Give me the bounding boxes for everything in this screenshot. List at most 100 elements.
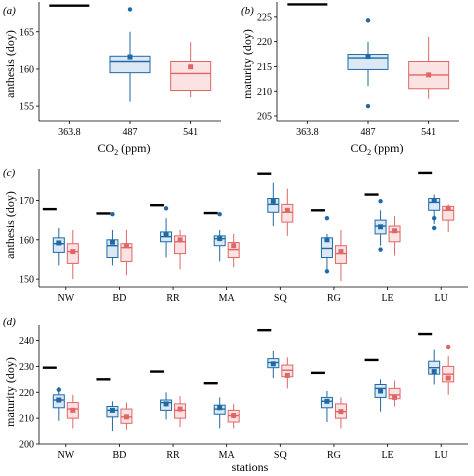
panel-c-LE-blue-mean-marker — [378, 224, 384, 230]
panel-a-x-tick-label: 363.8 — [58, 127, 81, 138]
panel-d-SQ-red-mean-marker — [284, 372, 290, 378]
panel-d-MA-red-mean-marker — [231, 413, 237, 419]
panel-c-MA-blue-outlier — [217, 212, 222, 217]
panel-c-x-tick-label: SQ — [274, 293, 288, 304]
panel-b: (b) maturity (doy) CO2 (ppm) 205 210 215 22… — [240, 2, 459, 157]
panel-c-RG-red-mean-marker — [338, 249, 344, 255]
panel-c-x-tick-label: RG — [327, 293, 341, 304]
panel-b-x-tick-label: 487 — [361, 127, 376, 138]
panel-b-y-tick-label: 210 — [257, 87, 272, 98]
panel-c-RR-blue-mean-marker — [163, 232, 169, 238]
panel-c-RR-red-mean-marker — [177, 237, 183, 243]
panel-c-y-tick-label: 150 — [19, 275, 34, 286]
panel-d-x-tick-label: NW — [57, 450, 74, 461]
panel-c-BD-blue-outlier — [110, 212, 115, 217]
panel-b-y-tick-label: 220 — [257, 37, 272, 48]
panel-b-x-tick-label: 363.8 — [296, 127, 319, 138]
panel-a-y-tick-label: 155 — [19, 102, 34, 113]
panel-d-NW-red-mean-marker — [70, 407, 76, 413]
panel-a-plot: 155 160 165 363.8 487 541 — [19, 2, 221, 138]
panel-a-xlabel: CO2 (ppm) — [98, 141, 151, 157]
panel-b-blue-mean-marker — [365, 54, 371, 60]
panel-a-red-mean-marker — [188, 64, 194, 70]
panel-c-NW-red-mean-marker — [70, 249, 76, 255]
panel-c-LU-blue-outlier — [431, 215, 437, 221]
panel-c-LE-red-mean-marker — [392, 228, 398, 234]
panel-a: (a) anthesis (doy) CO2 (ppm) 155 160 165 36… — [3, 2, 221, 157]
panel-b-y-tick-label: 215 — [257, 62, 272, 73]
panel-c-MA-red-mean-marker — [231, 243, 237, 249]
panel-d-LE-blue-mean-marker — [378, 388, 384, 394]
panel-d-x-tick-label: SQ — [274, 450, 288, 461]
panel-c: (c) anthesis (doy) 150 160 170 NW BD RR MA SQ RG… — [3, 167, 468, 304]
panel-a-y-tick-label: 165 — [19, 27, 34, 38]
panel-a-ylabel: anthesis (doy) — [3, 30, 17, 98]
panel-c-SQ-blue-mean-marker — [270, 198, 276, 204]
panel-b-blue-outlier — [365, 18, 371, 23]
panel-d-ylabel: maturity (doy) — [3, 357, 17, 427]
panel-b-label: (b) — [241, 5, 254, 17]
panel-c-y-tick-label: 170 — [19, 196, 34, 207]
panel-c-ylabel: anthesis (doy) — [3, 191, 17, 259]
panel-d-RG-red-mean-marker — [338, 409, 344, 415]
panel-d-SQ-blue-mean-marker — [270, 361, 276, 367]
panel-d-x-tick-label: BD — [112, 450, 126, 461]
panel-d-x-tick-label: LU — [435, 450, 449, 461]
panel-b-y-tick-label: 205 — [257, 112, 272, 123]
panel-c-RG-red-box — [334, 245, 347, 264]
panel-d-y-tick-label: 210 — [19, 414, 34, 425]
panel-d-x-tick-label: RG — [327, 450, 341, 461]
panel-d-RR-blue-mean-marker — [163, 401, 169, 407]
panel-c-RG-blue-outlier — [324, 215, 330, 221]
panel-d-plot: 200 210 220 230 240 NW BD RR MA SQ RG LE LU — [19, 325, 468, 461]
panel-d-y-tick-label: 220 — [19, 388, 34, 399]
panel-c-x-tick-label: NW — [57, 293, 74, 304]
panel-b-x-tick-label: 541 — [421, 127, 436, 138]
panel-c-y-tick-label: 160 — [19, 235, 34, 246]
panel-d: (d) maturity (doy) stations 200 210 220 230… — [3, 316, 468, 474]
panel-d-y-tick-label: 200 — [19, 440, 34, 451]
panel-c-LE-blue-outlier — [378, 247, 383, 252]
panel-c-NW-blue-mean-marker — [56, 240, 62, 246]
panel-d-x-tick-label: LE — [381, 450, 393, 461]
panel-c-MA-blue-mean-marker — [217, 236, 223, 242]
panel-d-RG-blue-mean-marker — [324, 398, 330, 404]
panel-c-RG-blue-mean-marker — [324, 237, 330, 243]
panel-c-LU-red-mean-marker — [445, 205, 451, 211]
panel-d-LU-blue-mean-marker — [431, 369, 437, 375]
panel-d-x-tick-label: MA — [219, 450, 236, 461]
panel-c-LE-red-box — [388, 225, 401, 243]
panel-b-plot: 205 210 215 220 225 363.8 487 541 — [257, 2, 459, 138]
panel-a-y-tick-label: 160 — [19, 64, 34, 75]
panel-c-SQ-blue-box — [267, 198, 280, 213]
panel-a-x-tick-label: 487 — [123, 127, 138, 138]
panel-d-y-tick-label: 240 — [19, 336, 34, 347]
panel-d-x-tick-label: RR — [166, 450, 180, 461]
panel-a-x-tick-label: 541 — [183, 127, 198, 138]
panel-c-LE-blue-outlier — [378, 199, 383, 204]
panel-c-BD-blue-mean-marker — [109, 239, 115, 245]
panel-b-ylabel: maturity (doy) — [240, 29, 254, 99]
panel-d-y-tick-label: 230 — [19, 362, 34, 373]
panel-d-label: (d) — [3, 316, 16, 328]
panel-c-x-tick-label: RR — [166, 293, 180, 304]
panel-c-RR-red-box — [174, 235, 187, 255]
panel-c-SQ-red-mean-marker — [284, 207, 290, 213]
panel-b-blue-outlier — [365, 103, 371, 109]
panel-c-BD-red-mean-marker — [123, 243, 129, 249]
panel-d-RR-red-mean-marker — [177, 406, 183, 412]
panel-d-LE-red-mean-marker — [392, 394, 398, 400]
panel-d-xlabel: stations — [232, 460, 269, 474]
panel-b-red-mean-marker — [426, 72, 432, 78]
panel-d-BD-blue-mean-marker — [109, 407, 115, 413]
panel-a-blue-mean-marker — [127, 54, 133, 60]
panel-b-y-tick-label: 225 — [257, 12, 272, 23]
panel-c-plot: 150 160 170 NW BD RR MA SQ RG LE LU — [19, 169, 468, 304]
panel-a-blue-outlier — [127, 7, 133, 12]
panel-d-NW-blue-outlier — [56, 387, 62, 392]
panel-d-LU-red-mean-marker — [445, 375, 451, 381]
panel-c-x-tick-label: BD — [112, 293, 126, 304]
panel-c-x-tick-label: MA — [219, 293, 236, 304]
panel-d-MA-blue-mean-marker — [217, 405, 223, 411]
